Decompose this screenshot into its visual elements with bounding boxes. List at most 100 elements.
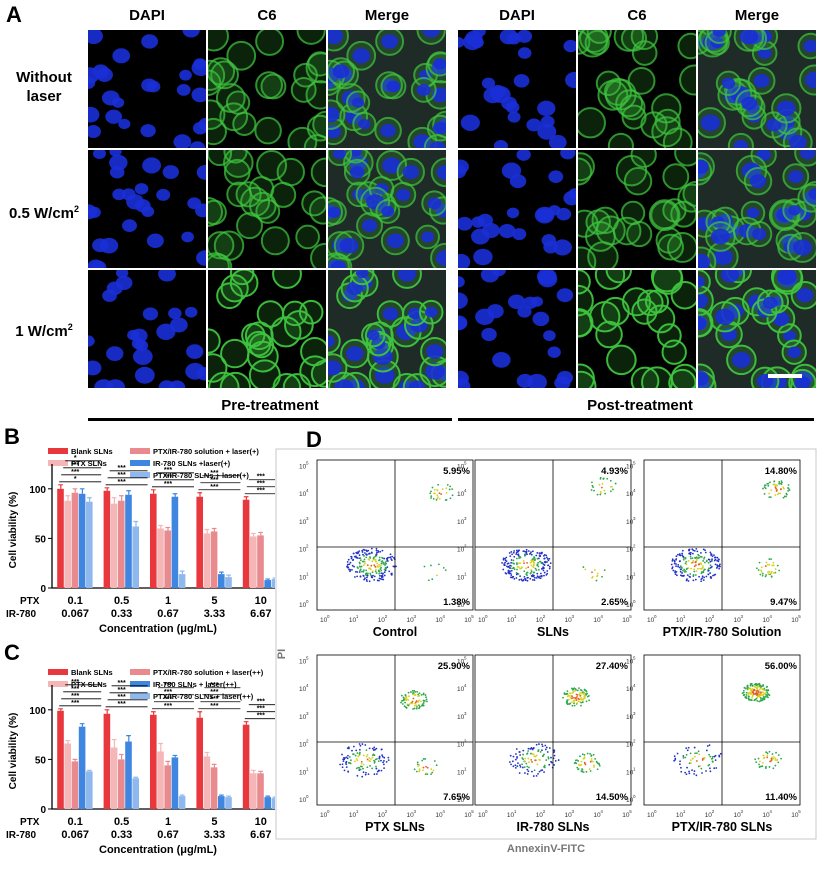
x-tick-exponent: 4 <box>769 809 772 814</box>
legend-swatch <box>130 460 150 466</box>
legend-entry: IR-780 SLNs + laser(++) <box>153 680 237 689</box>
bar <box>71 492 79 588</box>
y-tick-exponent: 0 <box>464 794 467 799</box>
micrograph-dapi <box>458 270 576 388</box>
group-post-treatment: Post-treatment <box>587 397 693 414</box>
x-tick-label-ptx: 0.5 <box>114 595 129 607</box>
error-bar <box>251 769 256 774</box>
x-tick-label-ir780: 0.33 <box>111 608 132 620</box>
error-bar <box>172 493 178 497</box>
row-header-text-2: laser <box>26 88 62 105</box>
bar <box>157 528 164 588</box>
y-tick-exponent: 3 <box>306 516 309 521</box>
bar <box>203 756 211 809</box>
column-header-dapi: DAPI <box>499 7 535 24</box>
y-tick-exponent: 3 <box>633 711 636 716</box>
row-label-ir780: IR-780 <box>6 830 36 841</box>
significance-mark: *** <box>257 488 265 495</box>
error-bar <box>65 739 71 744</box>
x-tick-exponent: 4 <box>600 809 603 814</box>
flow-plot-label: IR-780 SLNs <box>517 820 590 834</box>
x-tick-label: 10 <box>593 812 601 819</box>
y-tick-label: 10 <box>626 464 634 471</box>
y-tick-label: 10 <box>299 602 307 609</box>
y-tick-label: 0 <box>40 805 46 816</box>
quadrant-lower-right-value: 1.38% <box>443 597 470 608</box>
bar <box>164 765 171 809</box>
y-tick-label: 10 <box>626 602 634 609</box>
y-tick-label: 10 <box>299 742 307 749</box>
error-bar <box>258 770 263 774</box>
y-tick-label: 10 <box>457 547 465 554</box>
bar <box>178 796 186 809</box>
bar <box>218 574 225 588</box>
y-tick-label: 100 <box>29 706 46 717</box>
column-header-c6: C6 <box>627 7 647 24</box>
micrograph-c6 <box>208 270 326 388</box>
bar <box>157 751 164 809</box>
y-tick-exponent: 5 <box>306 656 309 661</box>
x-tick-label-ptx: 10 <box>255 816 267 828</box>
x-tick-exponent: 0 <box>485 614 488 619</box>
flow-plot-label: Control <box>373 625 417 639</box>
x-tick-exponent: 0 <box>654 614 657 619</box>
error-bar <box>219 794 224 797</box>
y-tick-exponent: 1 <box>464 766 467 771</box>
x-tick-exponent: 5 <box>471 809 474 814</box>
x-tick-label-ptx: 1 <box>165 595 171 607</box>
significance-mark: *** <box>210 484 218 491</box>
significance-mark: *** <box>210 696 218 703</box>
error-bar <box>72 488 78 493</box>
micrograph-merge <box>328 150 446 268</box>
bar <box>150 493 157 588</box>
x-tick-label: 10 <box>320 617 328 624</box>
significance-mark: *** <box>71 686 79 693</box>
y-tick-label: 10 <box>626 797 634 804</box>
x-tick-label: 10 <box>507 812 515 819</box>
y-axis-label: Cell viability (%) <box>8 492 19 569</box>
error-bar <box>111 497 117 504</box>
micrograph-dapi <box>88 30 206 148</box>
error-bar <box>204 751 210 757</box>
x-tick-exponent: 3 <box>741 809 744 814</box>
quadrant-upper-right-value: 27.40% <box>596 661 629 672</box>
significance-mark: *** <box>118 687 126 694</box>
y-tick-exponent: 2 <box>306 739 309 744</box>
x-tick-exponent: 5 <box>629 614 632 619</box>
flow-plot-label: SLNs <box>537 625 569 639</box>
micrograph-dapi <box>88 270 206 388</box>
x-tick-label: 10 <box>565 812 573 819</box>
y-tick-label: 10 <box>299 464 307 471</box>
bar <box>264 797 271 809</box>
error-bar <box>226 795 231 798</box>
quadrant-upper-right-value: 56.00% <box>765 661 798 672</box>
error-bar <box>265 578 271 581</box>
x-tick-label-ir780: 6.67 <box>250 608 271 620</box>
legend-swatch <box>48 448 68 454</box>
bar <box>271 798 279 809</box>
bar <box>132 778 139 809</box>
x-tick-exponent: 5 <box>629 809 632 814</box>
x-tick-label: 10 <box>378 812 386 819</box>
x-tick-exponent: 4 <box>442 614 445 619</box>
error-bar <box>151 489 156 494</box>
x-tick-label-ptx: 1 <box>165 816 171 828</box>
micrograph-dapi <box>88 150 206 268</box>
error-bar <box>104 709 110 714</box>
x-tick-exponent: 3 <box>414 614 417 619</box>
legend-entry: PTX SLNs <box>71 459 107 468</box>
y-tick-label: 10 <box>457 686 465 693</box>
x-tick-label: 10 <box>791 812 799 819</box>
micrograph-merge <box>328 30 446 148</box>
micrograph-merge <box>698 30 816 148</box>
significance-mark: *** <box>257 699 265 706</box>
x-tick-label: 10 <box>478 812 486 819</box>
error-bar <box>258 531 263 536</box>
flow-plot-label: PTX SLNs <box>365 820 425 834</box>
legend-swatch <box>48 669 68 675</box>
y-tick-label: 10 <box>299 491 307 498</box>
significance-mark: *** <box>257 474 265 481</box>
quadrant-lower-right-value: 7.65% <box>443 792 470 803</box>
error-bar <box>111 738 117 748</box>
error-bar <box>58 708 63 711</box>
